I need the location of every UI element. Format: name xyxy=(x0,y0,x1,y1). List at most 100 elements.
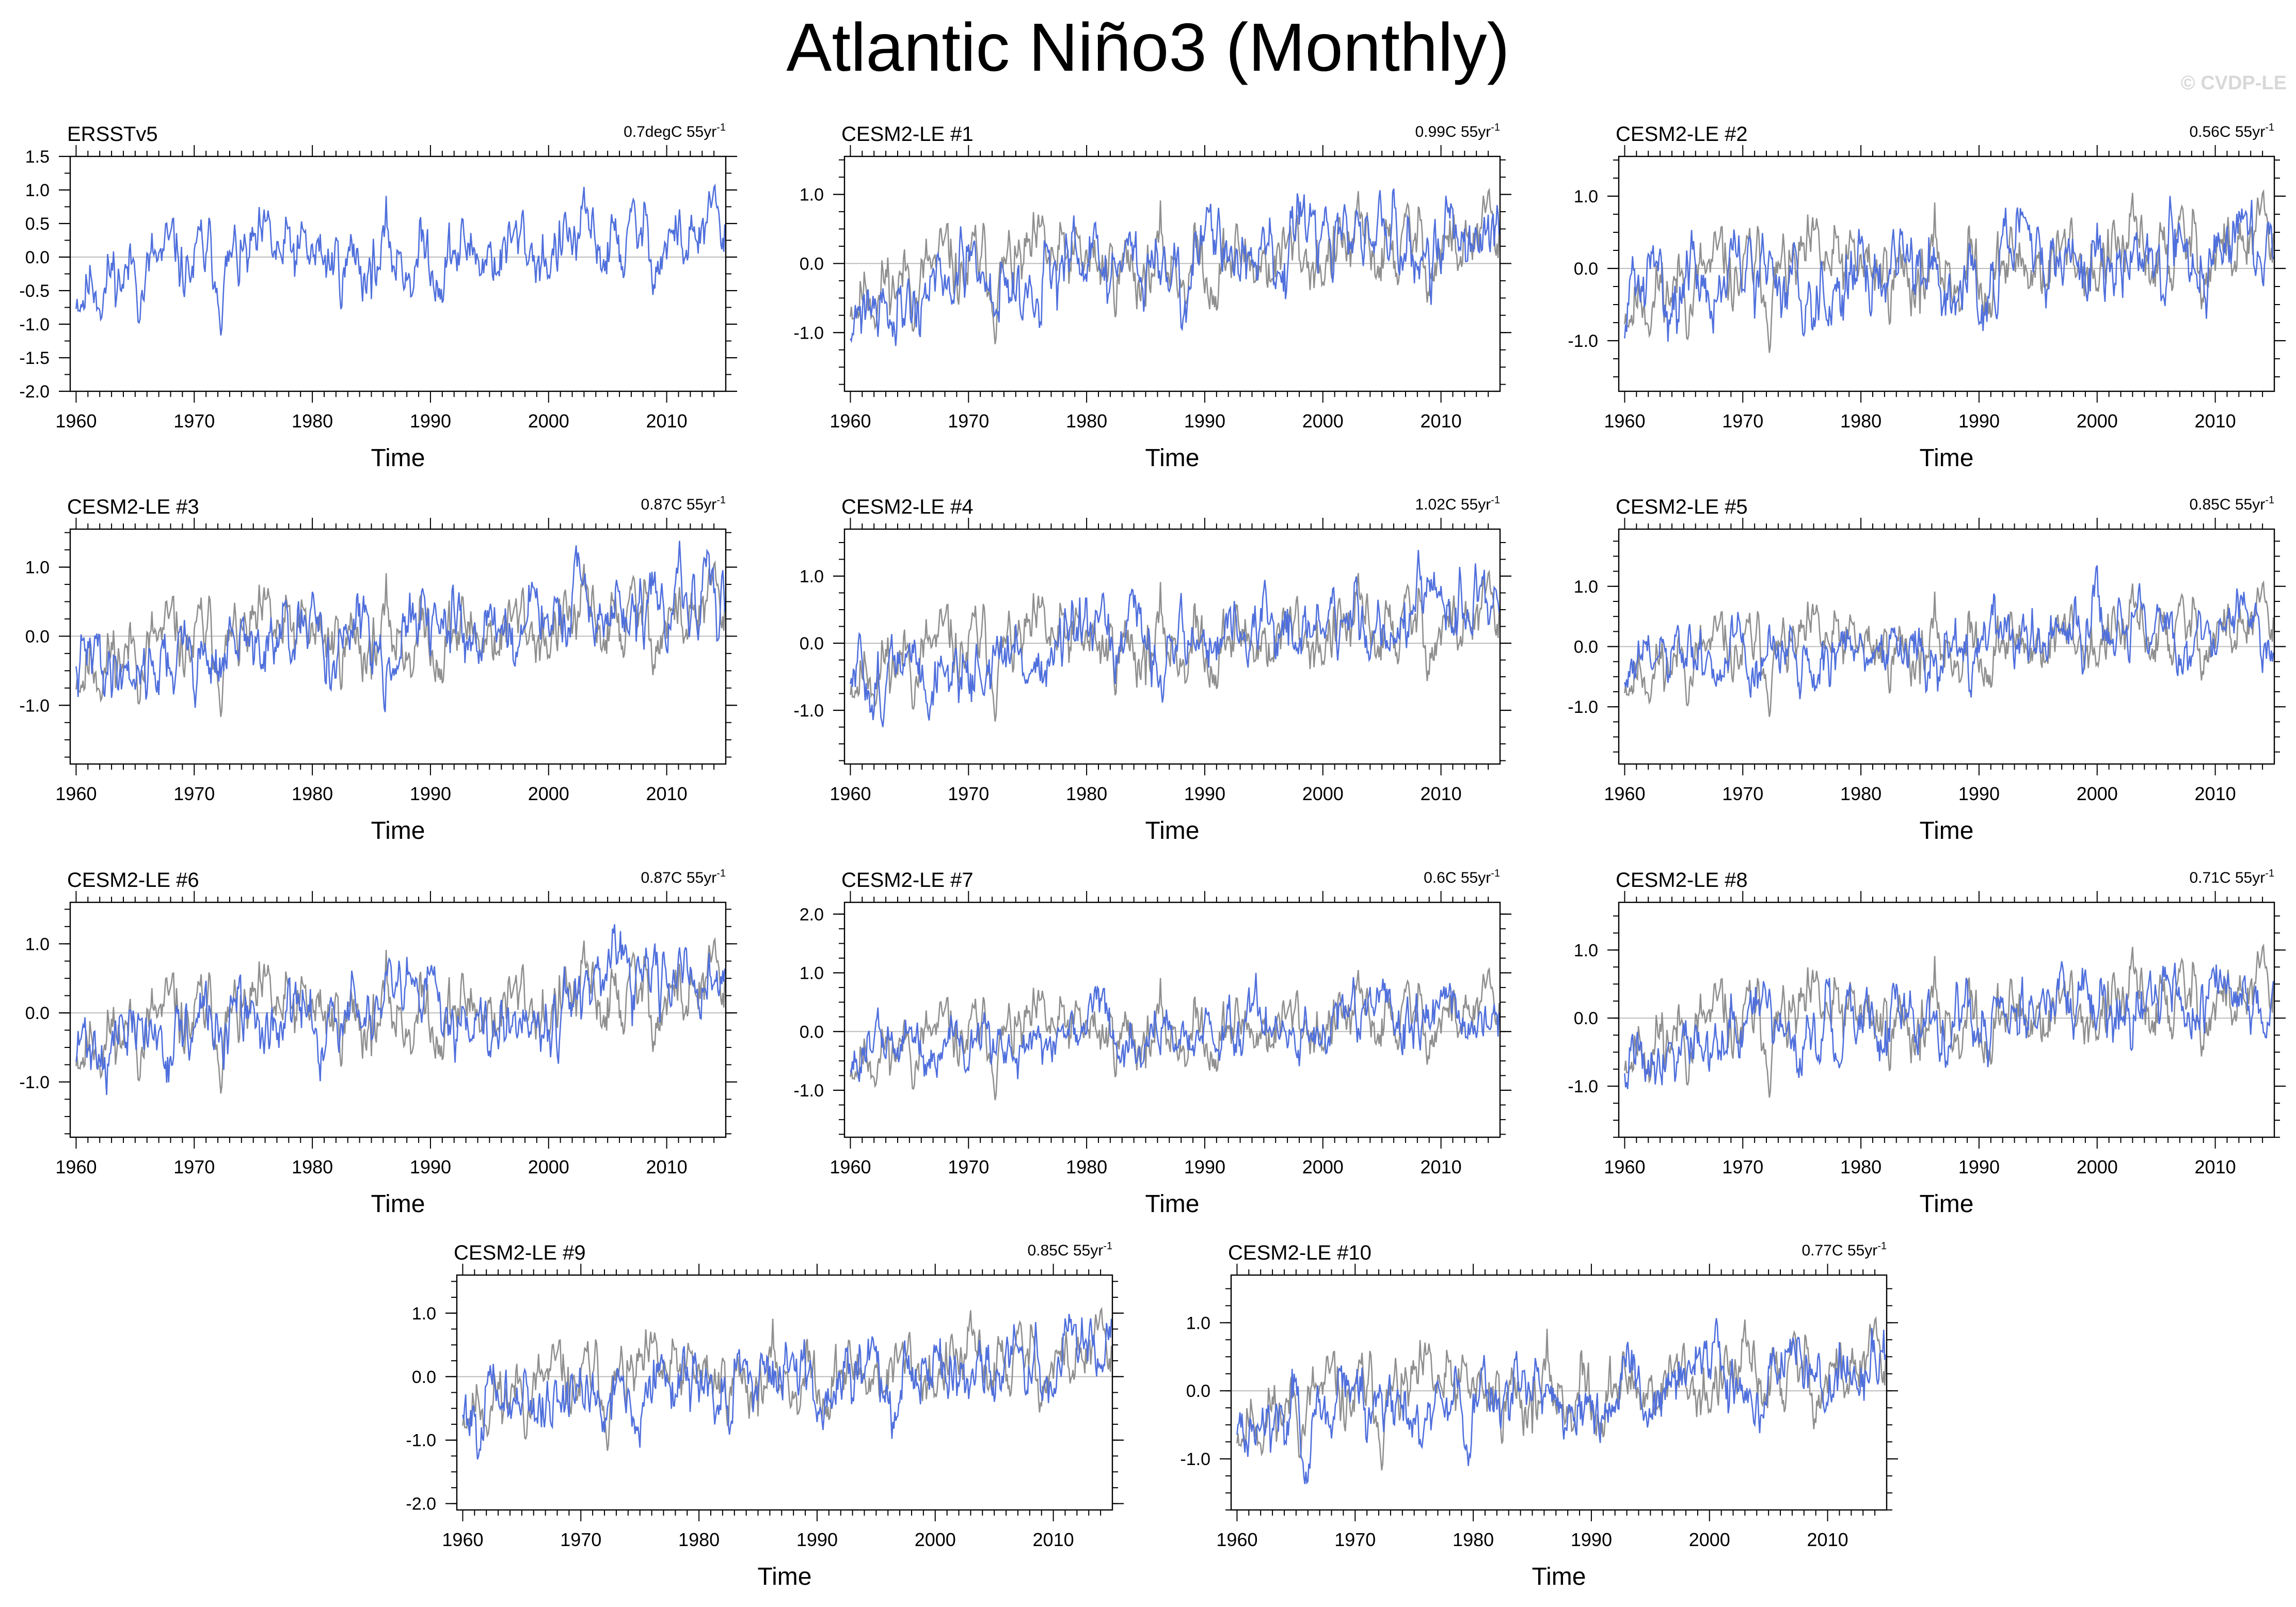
y-tick-label: -1.0 xyxy=(793,701,824,721)
chart-panel-4: CESM2-LE #3 0.87C 55yr-1 1960 1970 1980 1990 2… xyxy=(19,495,737,845)
x-tick-label: 2000 xyxy=(1302,410,1344,432)
observed-series-line xyxy=(1624,943,2274,1098)
x-tick-label: 1990 xyxy=(796,1529,838,1550)
x-tick-label: 1960 xyxy=(55,783,97,804)
x-axis-label: Time xyxy=(1920,444,1974,472)
y-tick-label: -1.0 xyxy=(19,696,50,715)
x-tick-label: 2000 xyxy=(2077,1156,2118,1178)
axes-frame xyxy=(843,155,1501,392)
x-tick-label: 1970 xyxy=(1334,1529,1376,1550)
trend-label: 0.7degC 55yr-1 xyxy=(624,122,726,140)
x-tick-label: 2010 xyxy=(2195,1156,2236,1178)
x-tick-label: 1960 xyxy=(830,783,871,804)
series-line xyxy=(1624,196,2274,342)
panel-title: CESM2-LE #6 xyxy=(67,869,199,892)
series-line xyxy=(75,924,726,1095)
credit-watermark: © CVDP-LE xyxy=(2180,72,2287,94)
x-tick-label: 2010 xyxy=(1421,783,1462,804)
trend-label: 0.56C 55yr-1 xyxy=(2189,122,2274,140)
x-tick-label: 1990 xyxy=(410,410,451,432)
x-tick-label: 1960 xyxy=(55,410,97,432)
x-tick-label: 1960 xyxy=(830,1156,871,1178)
axes-frame xyxy=(69,155,727,392)
series-line xyxy=(75,540,726,712)
series-line xyxy=(850,550,1500,727)
x-tick-label: 2000 xyxy=(915,1529,956,1550)
x-tick-label: 1980 xyxy=(292,410,333,432)
trend-label: 1.02C 55yr-1 xyxy=(1415,495,1500,513)
panel-title: CESM2-LE #5 xyxy=(1616,496,1748,518)
x-tick-label: 1970 xyxy=(1722,783,1763,804)
y-tick-label: 1.0 xyxy=(800,567,824,586)
chart-panel-11: CESM2-LE #10 0.77C 55yr-1 1960 1970 1980 1990… xyxy=(1180,1240,1898,1590)
y-tick-label: 0.0 xyxy=(25,627,50,646)
x-tick-label: 1970 xyxy=(560,1529,601,1550)
y-tick-label: -1.0 xyxy=(19,1073,50,1092)
x-tick-label: 1970 xyxy=(1722,410,1763,432)
panel-title: ERSSTv5 xyxy=(67,123,158,146)
x-tick-label: 2010 xyxy=(1033,1529,1074,1550)
axes-frame xyxy=(69,528,727,765)
y-tick-label: 0.0 xyxy=(1186,1381,1210,1401)
trend-label: 0.77C 55yr-1 xyxy=(1801,1240,1887,1259)
x-tick-label: 2000 xyxy=(2077,783,2118,804)
y-tick-label: 1.0 xyxy=(412,1304,436,1324)
observed-series-line xyxy=(1236,1316,1887,1471)
chart-panel-1: ERSSTv5 0.7degC 55yr-1 1960 1970 1980 1990 200… xyxy=(19,122,737,472)
x-tick-label: 1990 xyxy=(1184,1156,1225,1178)
y-tick-label: 0.0 xyxy=(1574,638,1598,657)
observed-series-line xyxy=(75,937,726,1094)
axes-frame xyxy=(1618,155,2275,392)
chart-panel-3: CESM2-LE #2 0.56C 55yr-1 1960 1970 1980 1990 2… xyxy=(1568,122,2286,472)
y-tick-label: 1.0 xyxy=(25,934,50,954)
chart-panel-9: CESM2-LE #8 0.71C 55yr-1 1960 1970 1980 1990 2… xyxy=(1568,868,2286,1218)
y-tick-label: -1.5 xyxy=(19,348,50,368)
x-tick-label: 1990 xyxy=(1184,783,1225,804)
chart-panel-2: CESM2-LE #1 0.99C 55yr-1 1960 1970 1980 1990 2… xyxy=(793,122,1511,472)
y-tick-label: 1.0 xyxy=(25,558,50,578)
y-tick-label: 0.0 xyxy=(1574,1009,1598,1028)
y-tick-label: -2.0 xyxy=(406,1494,436,1514)
x-tick-label: 1960 xyxy=(830,410,871,432)
y-tick-label: 1.0 xyxy=(1574,577,1598,597)
chart-panel-5: CESM2-LE #4 1.02C 55yr-1 1960 1970 1980 1990 2… xyxy=(793,495,1511,845)
y-tick-label: -1.0 xyxy=(19,315,50,335)
x-tick-label: 1990 xyxy=(1958,1156,2000,1178)
y-tick-label: 0.0 xyxy=(1574,259,1598,279)
x-tick-label: 2010 xyxy=(2195,783,2236,804)
x-tick-label: 1960 xyxy=(442,1529,483,1550)
x-axis-label: Time xyxy=(1920,817,1974,845)
x-tick-label: 1980 xyxy=(678,1529,720,1550)
x-tick-label: 1990 xyxy=(1958,410,2000,432)
series-line xyxy=(462,1314,1112,1460)
x-tick-label: 1990 xyxy=(1571,1529,1612,1550)
x-tick-label: 2000 xyxy=(528,783,569,804)
x-tick-label: 1980 xyxy=(292,783,333,804)
x-tick-label: 2000 xyxy=(1302,783,1344,804)
x-tick-label: 2000 xyxy=(2077,410,2118,432)
x-axis-label: Time xyxy=(1920,1190,1974,1218)
x-tick-label: 1970 xyxy=(948,783,989,804)
panel-title: CESM2-LE #7 xyxy=(841,869,974,892)
y-tick-label: 0.5 xyxy=(25,214,50,234)
x-tick-label: 1970 xyxy=(1722,1156,1763,1178)
x-tick-label: 2000 xyxy=(1689,1529,1730,1550)
y-tick-label: 0.0 xyxy=(25,248,50,267)
chart-panel-7: CESM2-LE #6 0.87C 55yr-1 1960 1970 1980 1990 2… xyxy=(19,868,737,1218)
x-tick-label: 1980 xyxy=(1066,410,1107,432)
x-tick-label: 1980 xyxy=(1840,783,1882,804)
chart-panel-6: CESM2-LE #5 0.85C 55yr-1 1960 1970 1980 1990 2… xyxy=(1568,495,2286,845)
y-tick-label: 1.0 xyxy=(1574,941,1598,960)
x-tick-label: 1990 xyxy=(1184,410,1225,432)
x-axis-label: Time xyxy=(1145,817,1200,845)
y-tick-label: -1.0 xyxy=(1568,697,1598,717)
x-axis-label: Time xyxy=(371,1190,425,1218)
y-tick-label: 1.5 xyxy=(25,147,50,167)
axes-frame xyxy=(1230,1274,1888,1511)
x-tick-label: 2010 xyxy=(646,783,688,804)
series-line xyxy=(1624,961,2274,1089)
y-tick-label: -1.0 xyxy=(1180,1450,1210,1469)
observed-series-line xyxy=(1624,580,2274,717)
series-line xyxy=(1236,1318,1887,1485)
x-tick-label: 2000 xyxy=(528,410,569,432)
